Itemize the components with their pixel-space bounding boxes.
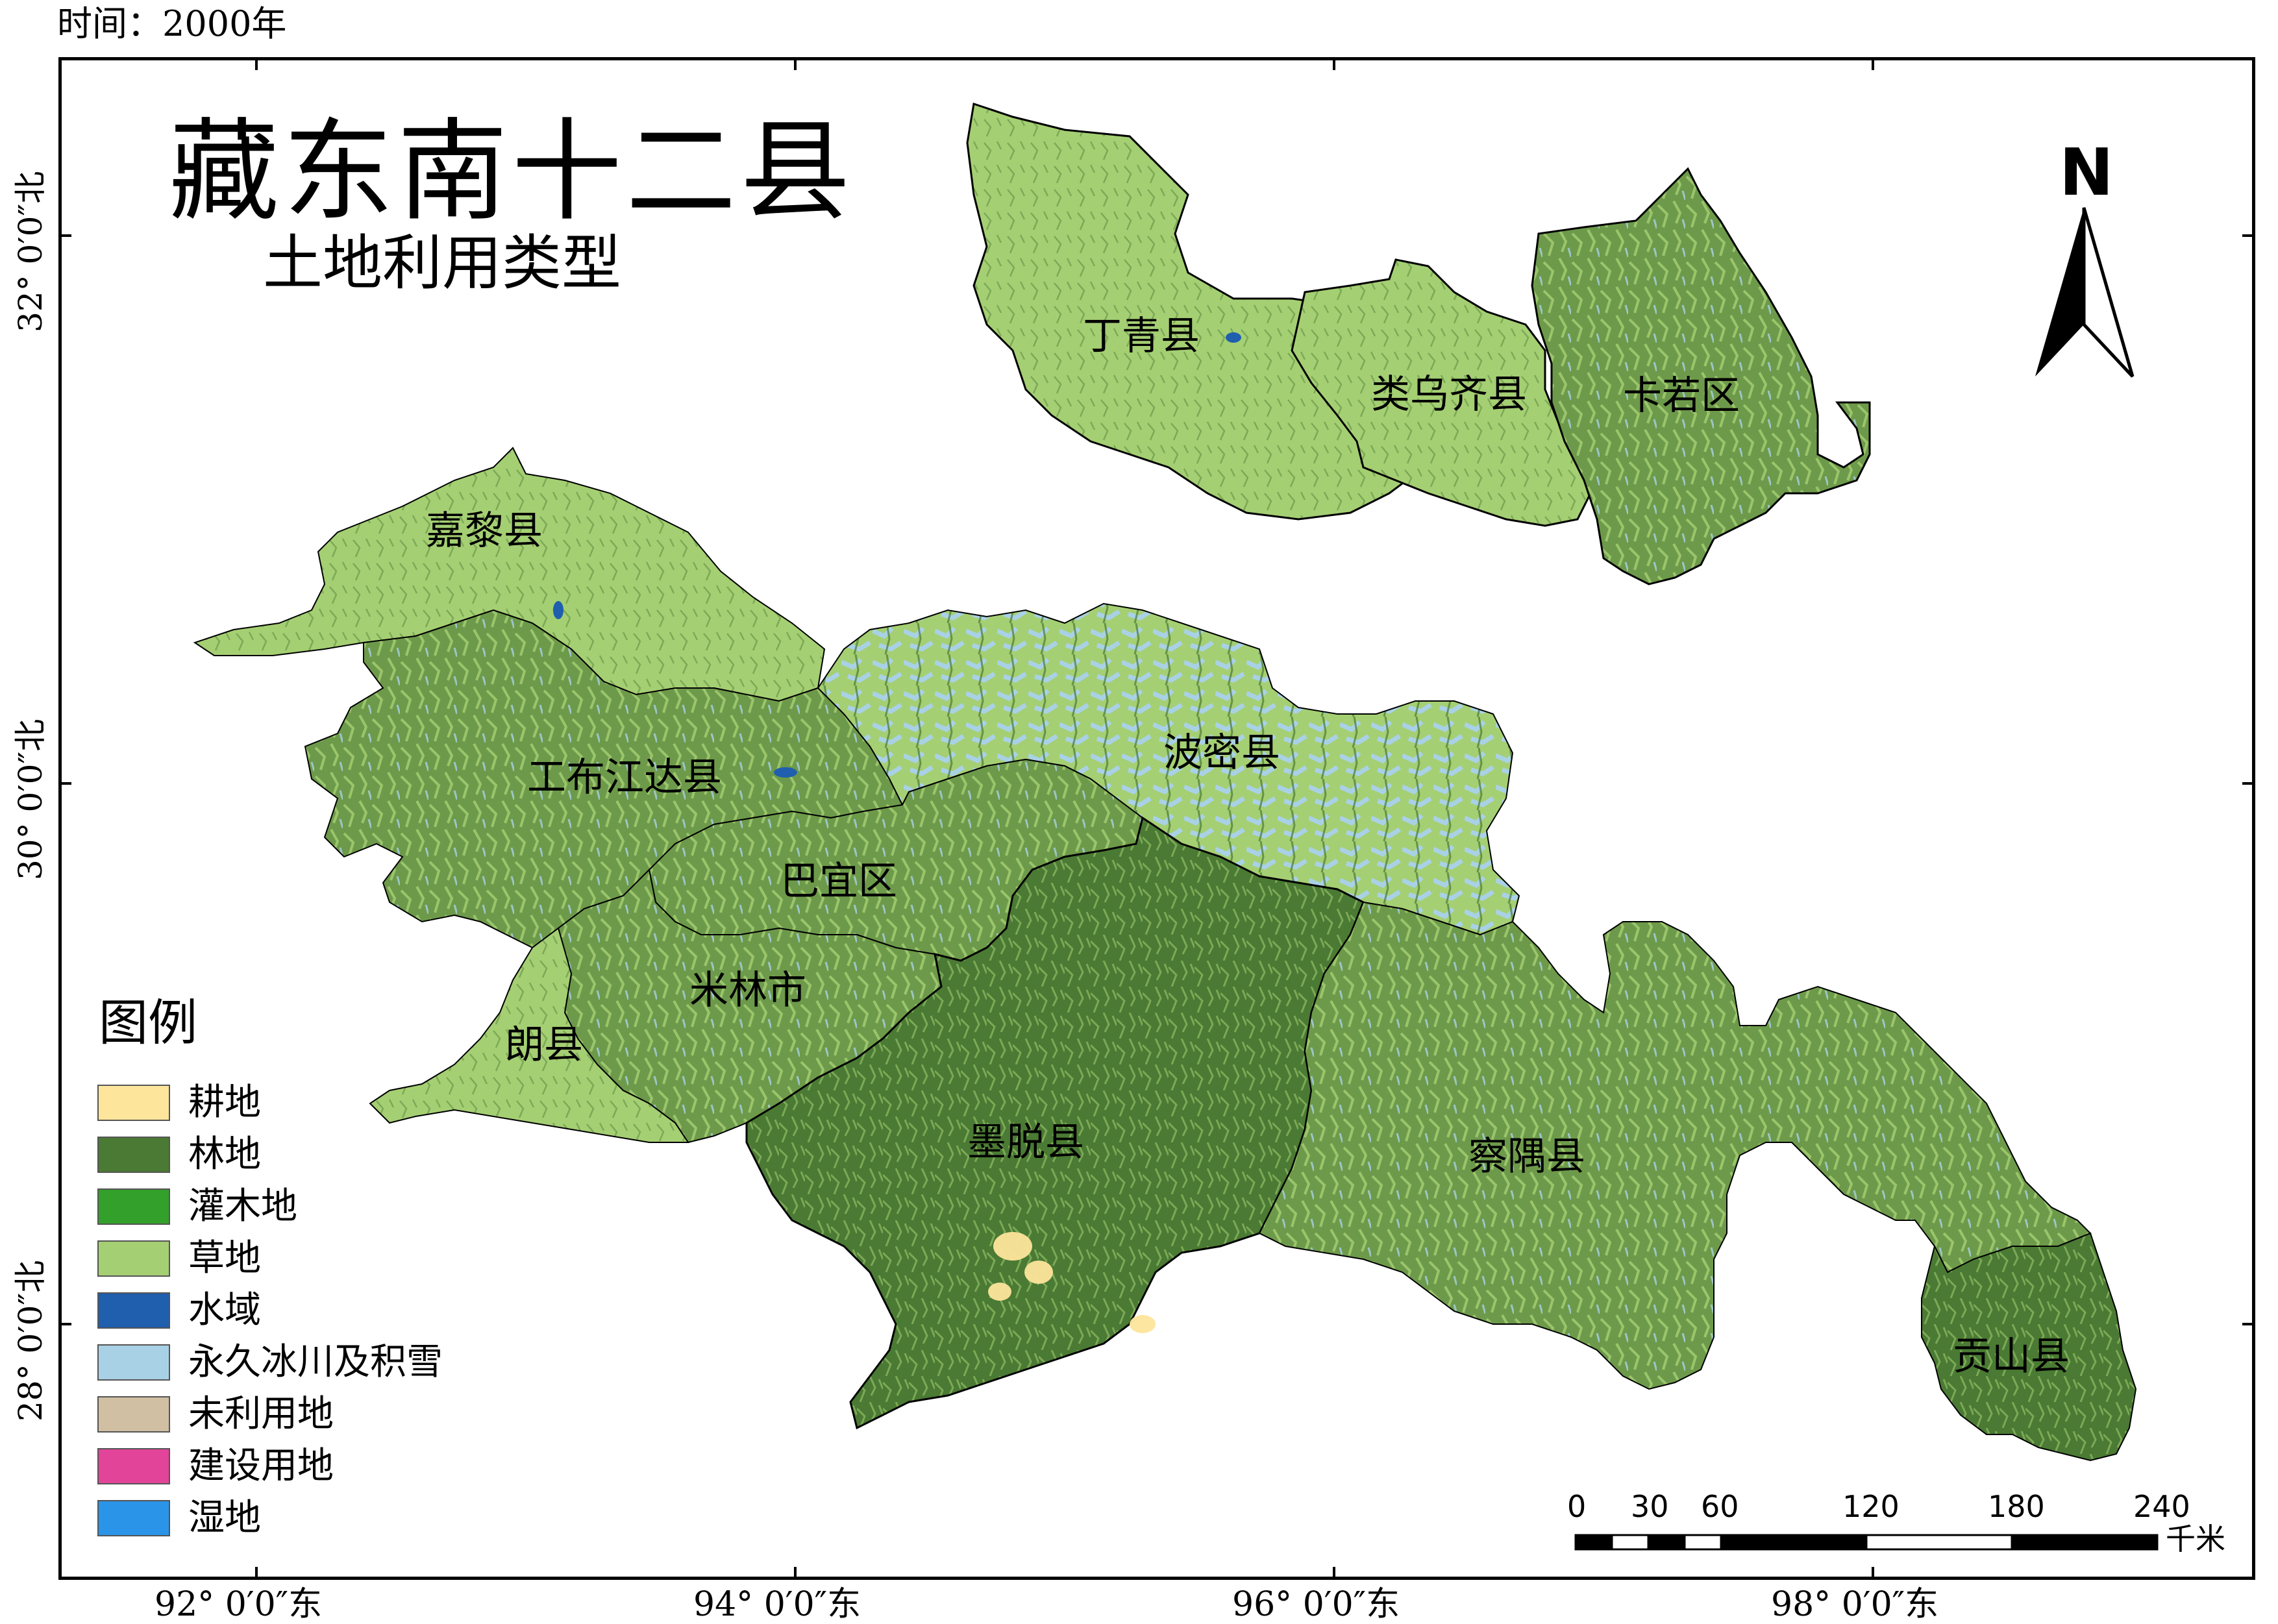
map-subtitle: 土地利用类型: [263, 228, 622, 298]
county-label-milin: 米林市: [689, 968, 806, 1013]
legend-title: 图例: [99, 994, 197, 1052]
county-label-motuo: 墨脱县: [967, 1120, 1084, 1165]
county-gongshan-region: [1921, 1232, 2137, 1462]
county-motuo-region: [745, 816, 1365, 1430]
lon-label-94: 94° 0′0″东: [693, 1585, 861, 1624]
scale-tick-label: 120: [1842, 1489, 1900, 1524]
cropland-patches: [988, 1232, 1156, 1333]
county-label-bayi: 巴宜区: [780, 859, 897, 904]
county-label-bomi: 波密县: [1163, 730, 1280, 776]
legend-item-wetland: 湿地: [97, 1498, 261, 1538]
county-label-langxian: 朗县: [505, 1022, 583, 1068]
county-label-karuo: 卡若区: [1623, 373, 1740, 419]
legend-item-cropland: 耕地: [97, 1083, 261, 1123]
scale-tick-label: 180: [1988, 1489, 2045, 1524]
county-karuo-region: [1531, 167, 1871, 585]
scale-tick-label: 60: [1701, 1489, 1739, 1524]
lat-label-32: 32° 0′0″北: [12, 171, 49, 332]
legend-label: 耕地: [188, 1081, 261, 1124]
lat-label-30: 30° 0′0″北: [12, 719, 49, 880]
legend-label: 林地: [188, 1133, 261, 1175]
map-frame: [58, 57, 2255, 1580]
lat-label-28: 28° 0′0″北: [12, 1260, 49, 1421]
legend-swatch: [97, 1344, 170, 1381]
lon-label-92: 92° 0′0″东: [155, 1585, 323, 1624]
frame-ticks: [58, 57, 2255, 1580]
legend-swatch: [97, 1292, 170, 1329]
legend-item-construction: 建设用地: [97, 1446, 334, 1486]
water-bodies: [553, 332, 1241, 778]
legend-swatch: [97, 1137, 170, 1173]
county-label-chayu: 察隅县: [1468, 1134, 1585, 1179]
county-dingqing-region: [966, 103, 1430, 521]
legend-swatch: [97, 1448, 170, 1484]
scale-unit: 千米: [2166, 1521, 2225, 1556]
legend-item-shrub: 灌木地: [97, 1187, 297, 1227]
legend-label: 建设用地: [188, 1445, 334, 1487]
legend-item-forest: 林地: [97, 1135, 261, 1175]
scale-tick-label: 0: [1567, 1489, 1587, 1524]
county-langxian-region: [369, 927, 689, 1143]
north-label: N: [2059, 134, 2114, 210]
county-chayu-region: [1258, 901, 2092, 1390]
legend-label: 水域: [188, 1289, 261, 1331]
county-label-jiali: 嘉黎县: [426, 508, 543, 554]
scale-tick-label: 30: [1631, 1489, 1669, 1524]
scale-bar-graphic: [1574, 1534, 2159, 1551]
legend-label: 灌木地: [188, 1185, 297, 1227]
county-label-gongshan: 贡山县: [1953, 1334, 2070, 1379]
legend-swatch: [97, 1240, 170, 1277]
legend-swatch: [97, 1085, 170, 1121]
legend-label: 草地: [188, 1237, 261, 1279]
time-label: 时间：2000年: [57, 3, 287, 44]
legend-item-glacier: 永久冰川及积雪: [97, 1342, 443, 1383]
scale-tick-label: 240: [2133, 1489, 2190, 1524]
legend-item-unused: 未利用地: [97, 1394, 334, 1434]
lon-label-96: 96° 0′0″东: [1232, 1585, 1400, 1624]
legend-label: 湿地: [188, 1497, 261, 1539]
legend-swatch: [97, 1500, 170, 1536]
legend-item-grassland: 草地: [97, 1238, 261, 1279]
legend-item-water: 水域: [97, 1290, 261, 1331]
legend-label: 永久冰川及积雪: [188, 1341, 443, 1383]
map-title: 藏东南十二县: [169, 108, 855, 236]
legend-swatch: [97, 1396, 170, 1433]
legend-label: 未利用地: [188, 1393, 334, 1435]
legend-swatch: [97, 1188, 170, 1225]
north-arrow-icon: [2035, 207, 2135, 378]
county-label-dingqing: 丁青县: [1083, 314, 1200, 359]
lon-label-98: 98° 0′0″东: [1771, 1585, 1939, 1624]
county-label-gongbujiangda: 工布江达县: [527, 755, 722, 800]
county-label-leiwuqi: 类乌齐县: [1371, 372, 1527, 417]
